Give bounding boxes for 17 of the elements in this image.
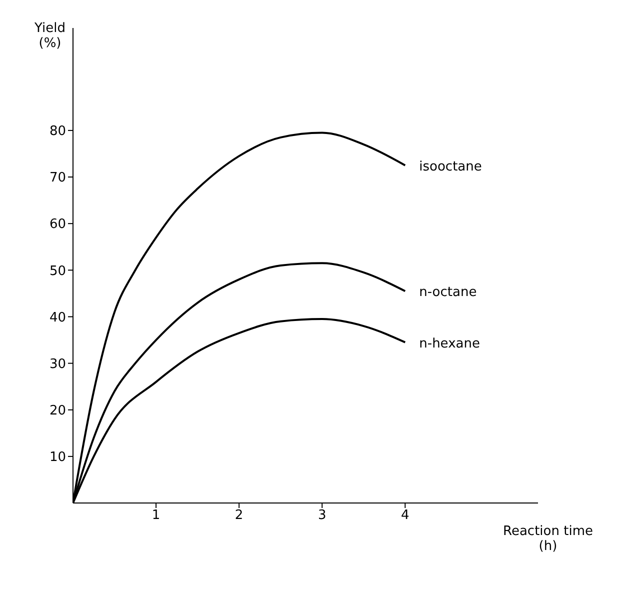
x-tick-label: 3 [318, 508, 326, 524]
y-axis-title: Yield (%) [34, 21, 66, 51]
y-tick-label: 30 [49, 356, 66, 372]
series-label: n-hexane [419, 336, 480, 352]
y-tick-label: 10 [49, 450, 66, 466]
y-tick-label: 40 [49, 310, 66, 326]
y-tick-label: 70 [49, 170, 66, 186]
y-tick-label: 20 [49, 403, 66, 418]
x-tick-label: 1 [152, 508, 160, 524]
y-tick-label: 80 [49, 124, 66, 140]
y-tick-label: 60 [49, 217, 66, 232]
x-tick-label: 4 [401, 508, 410, 524]
x-axis-title: Reaction time (h) [503, 524, 593, 554]
y-tick-label: 50 [49, 264, 66, 279]
x-tick-label: 2 [234, 508, 244, 524]
series-label: n-octane [419, 285, 477, 300]
series-label: isooctane [419, 159, 482, 174]
